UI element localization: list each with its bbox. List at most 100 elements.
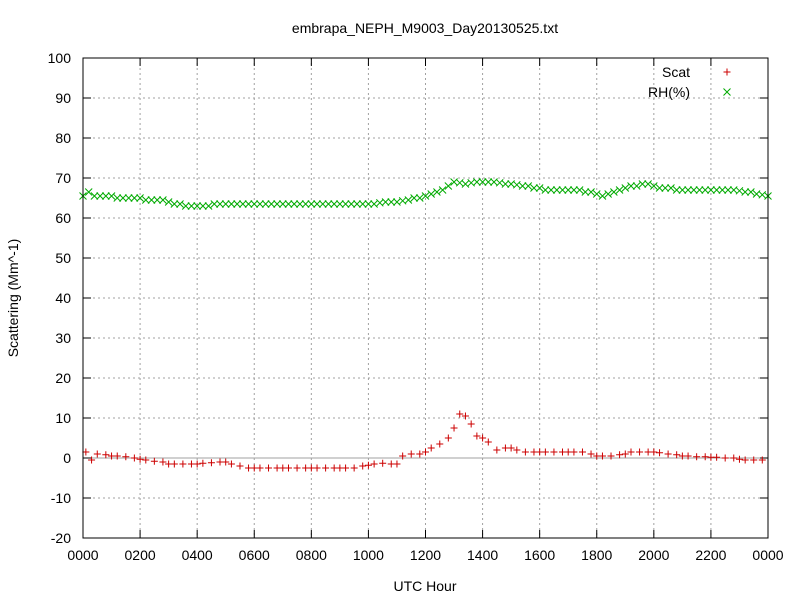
data-point (616, 451, 624, 459)
data-point (387, 198, 396, 206)
y-tick-label: 20 (55, 370, 71, 386)
data-point (222, 458, 230, 466)
data-point (421, 192, 430, 200)
data-point (695, 186, 704, 194)
data-point (479, 434, 487, 442)
data-point (644, 180, 652, 188)
x-tick-label: 2200 (695, 547, 726, 563)
data-point (521, 448, 529, 456)
data-point (176, 200, 184, 208)
data-point (399, 452, 407, 460)
data-point (147, 196, 156, 204)
axis-ticks: -20 -10 0 10 20 30 40 50 60 70 80 90 100 0000 0200 0400… (48, 50, 784, 563)
data-point (84, 188, 93, 196)
data-point (484, 178, 493, 186)
data-point (507, 444, 515, 452)
data-point (216, 200, 224, 208)
data-point (324, 200, 333, 208)
data-point (293, 464, 301, 472)
data-point (322, 464, 330, 472)
data-point (113, 452, 121, 460)
y-tick-label: 0 (63, 450, 71, 466)
data-point (159, 458, 167, 466)
data-point (136, 455, 144, 463)
y-tick-label: 70 (55, 170, 71, 186)
data-point (672, 186, 681, 194)
data-point (513, 446, 521, 454)
data-point (444, 182, 453, 190)
data-point (621, 184, 630, 192)
x-tick-label: 1400 (467, 547, 498, 563)
data-point (350, 464, 358, 472)
data-point (427, 444, 435, 452)
data-point (119, 194, 127, 202)
data-point (684, 186, 692, 194)
data-point (313, 200, 321, 208)
data-point (170, 200, 179, 208)
data-point (636, 448, 644, 456)
data-point (461, 412, 469, 420)
data-series (79, 178, 772, 472)
data-point (267, 200, 276, 208)
data-point (604, 190, 613, 198)
data-point (179, 460, 187, 468)
x-tick-label: 0000 (752, 547, 783, 563)
legend-label: Scat (662, 64, 690, 80)
data-point (587, 188, 595, 196)
data-point (632, 182, 641, 190)
data-point (621, 450, 629, 458)
data-point (701, 186, 710, 194)
data-point (638, 180, 647, 188)
data-point (122, 453, 130, 461)
data-point (741, 188, 750, 196)
y-tick-label: 30 (55, 330, 71, 346)
data-point (296, 200, 304, 208)
data-point (550, 448, 558, 456)
data-point (678, 186, 687, 194)
data-point (141, 196, 150, 204)
data-point (187, 202, 196, 210)
data-point (404, 196, 413, 204)
data-point (501, 180, 510, 188)
y-tick-label: 50 (55, 250, 71, 266)
data-point (673, 451, 681, 459)
data-point (541, 448, 549, 456)
data-point (650, 448, 658, 456)
grid (83, 58, 768, 538)
data-point (102, 451, 110, 459)
data-point (153, 196, 162, 204)
data-point (227, 200, 236, 208)
data-point (381, 198, 390, 206)
data-point (318, 200, 327, 208)
data-point (433, 188, 441, 196)
data-point (290, 200, 299, 208)
data-point (473, 178, 481, 186)
data-point (524, 182, 533, 190)
data-point (438, 186, 447, 194)
data-point (410, 194, 418, 202)
data-point (227, 460, 235, 468)
data-point (236, 462, 244, 470)
data-point (284, 200, 293, 208)
y-axis-label: Scattering (Mm^-1) (5, 239, 21, 358)
data-point (101, 192, 110, 200)
data-point (547, 186, 555, 194)
data-point (207, 459, 215, 467)
data-point (221, 200, 230, 208)
data-point (124, 194, 133, 202)
data-point (747, 188, 755, 196)
data-point (530, 184, 538, 192)
data-point (656, 449, 664, 457)
data-point (564, 186, 573, 194)
data-point (493, 446, 501, 454)
data-point (136, 194, 144, 202)
data-point (627, 182, 635, 190)
data-point (364, 200, 373, 208)
data-point (199, 202, 207, 210)
data-point (570, 448, 578, 456)
x-tick-label: 1200 (410, 547, 441, 563)
data-point (278, 200, 287, 208)
data-point (164, 198, 173, 206)
data-point (598, 192, 607, 200)
